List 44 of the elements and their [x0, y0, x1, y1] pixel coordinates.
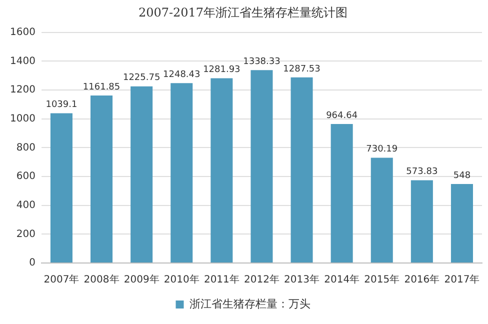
data-label: 1039.1	[46, 100, 78, 110]
x-tick-label: 2009年	[124, 274, 160, 286]
bar	[170, 83, 193, 262]
data-label: 964.64	[326, 110, 358, 121]
x-tick-label: 2007年	[44, 274, 80, 286]
x-tick-label: 2011年	[204, 274, 240, 286]
data-label: 730.19	[366, 144, 398, 155]
bar	[450, 184, 473, 262]
y-tick-label: 800	[16, 142, 36, 154]
y-tick-label: 1200	[10, 84, 36, 96]
data-label: 1161.85	[82, 82, 120, 92]
data-label: 1287.53	[283, 64, 320, 74]
x-tick-label: 2014年	[324, 274, 360, 286]
x-tick-label: 2008年	[84, 274, 120, 286]
bar	[50, 113, 72, 262]
y-tick-label: 0	[29, 258, 36, 269]
bar	[330, 124, 353, 262]
data-label: 1338.33	[243, 56, 280, 67]
x-tick-label: 2015年	[364, 274, 400, 286]
bar	[290, 77, 313, 262]
chart-title: 2007-2017年浙江省生猪存栏量统计图	[138, 5, 348, 20]
data-label: 573.83	[406, 167, 438, 178]
bar	[130, 86, 153, 262]
x-tick-label: 2016年	[404, 274, 440, 286]
y-tick-label: 400	[16, 200, 36, 211]
x-tick-label: 2013年	[284, 274, 320, 286]
y-tick-label: 1600	[10, 26, 36, 38]
x-tick-label: 2012年	[244, 274, 280, 286]
bar	[370, 158, 393, 262]
y-tick-label: 600	[16, 171, 36, 182]
data-label: 1248.43	[163, 70, 200, 80]
y-tick-label: 1000	[10, 113, 36, 124]
bar	[210, 78, 233, 262]
y-tick-label: 200	[16, 228, 36, 240]
data-label: 1225.75	[122, 73, 160, 84]
legend-label: 浙江省生猪存栏量：万头	[189, 297, 310, 310]
data-label: 548	[453, 170, 471, 181]
bar	[410, 180, 433, 262]
bar	[250, 70, 273, 262]
bar	[90, 96, 113, 262]
data-label: 1281.93	[203, 65, 240, 76]
x-tick-label: 2010年	[164, 274, 200, 286]
y-tick-label: 1400	[10, 56, 36, 67]
x-tick-label: 2017年	[444, 274, 480, 286]
